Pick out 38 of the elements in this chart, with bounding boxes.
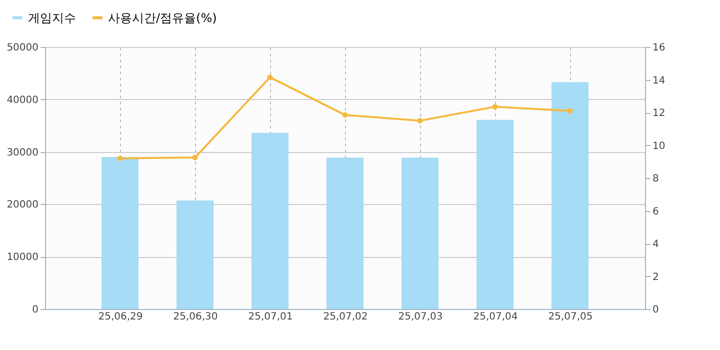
y-tick-label: 10000: [6, 252, 38, 264]
x-tick-label: 25,07,04: [473, 312, 518, 322]
bar: [402, 158, 438, 309]
bar: [552, 82, 588, 309]
y-tick-label: 30000: [6, 147, 38, 158]
bar: [102, 157, 138, 309]
point: [342, 112, 348, 118]
bar: [176, 200, 214, 309]
y2-tick-label: 10: [652, 140, 666, 152]
y2-tick-label: 8: [652, 174, 659, 184]
point: [492, 104, 498, 110]
y2-tick-label: 14: [652, 75, 666, 86]
y-tick-label: 20000: [6, 200, 38, 211]
point: [267, 74, 273, 80]
y2-tick-label: 16: [652, 42, 666, 54]
x-tick-label: 25,07,01: [248, 312, 293, 322]
y-tick-label: 40000: [6, 94, 38, 106]
y2-tick-label: 4: [652, 239, 659, 250]
x-tick-label: 25,06,29: [98, 312, 143, 322]
legend-label: 사용시간/점유율(%): [108, 10, 217, 25]
y2-tick-label: 6: [652, 206, 659, 218]
x-tick-label: 25,07,03: [398, 312, 443, 322]
x-tick-label: 25,07,05: [548, 312, 593, 322]
point: [567, 108, 573, 114]
bar: [476, 120, 514, 309]
bar: [252, 132, 288, 309]
y2-tick-label: 2: [652, 272, 659, 283]
point: [117, 156, 123, 162]
bar: [326, 158, 364, 309]
legend-label: 게임지수: [28, 10, 76, 25]
point: [417, 118, 423, 124]
point: [192, 154, 198, 160]
y-tick-label: 0: [32, 304, 38, 316]
y2-tick-label: 0: [652, 304, 659, 316]
x-tick-label: 25,06,30: [173, 312, 218, 322]
x-tick-label: 25,07,02: [323, 312, 368, 322]
y2-tick-label: 12: [652, 108, 666, 119]
y-tick-label: 50000: [6, 42, 38, 54]
